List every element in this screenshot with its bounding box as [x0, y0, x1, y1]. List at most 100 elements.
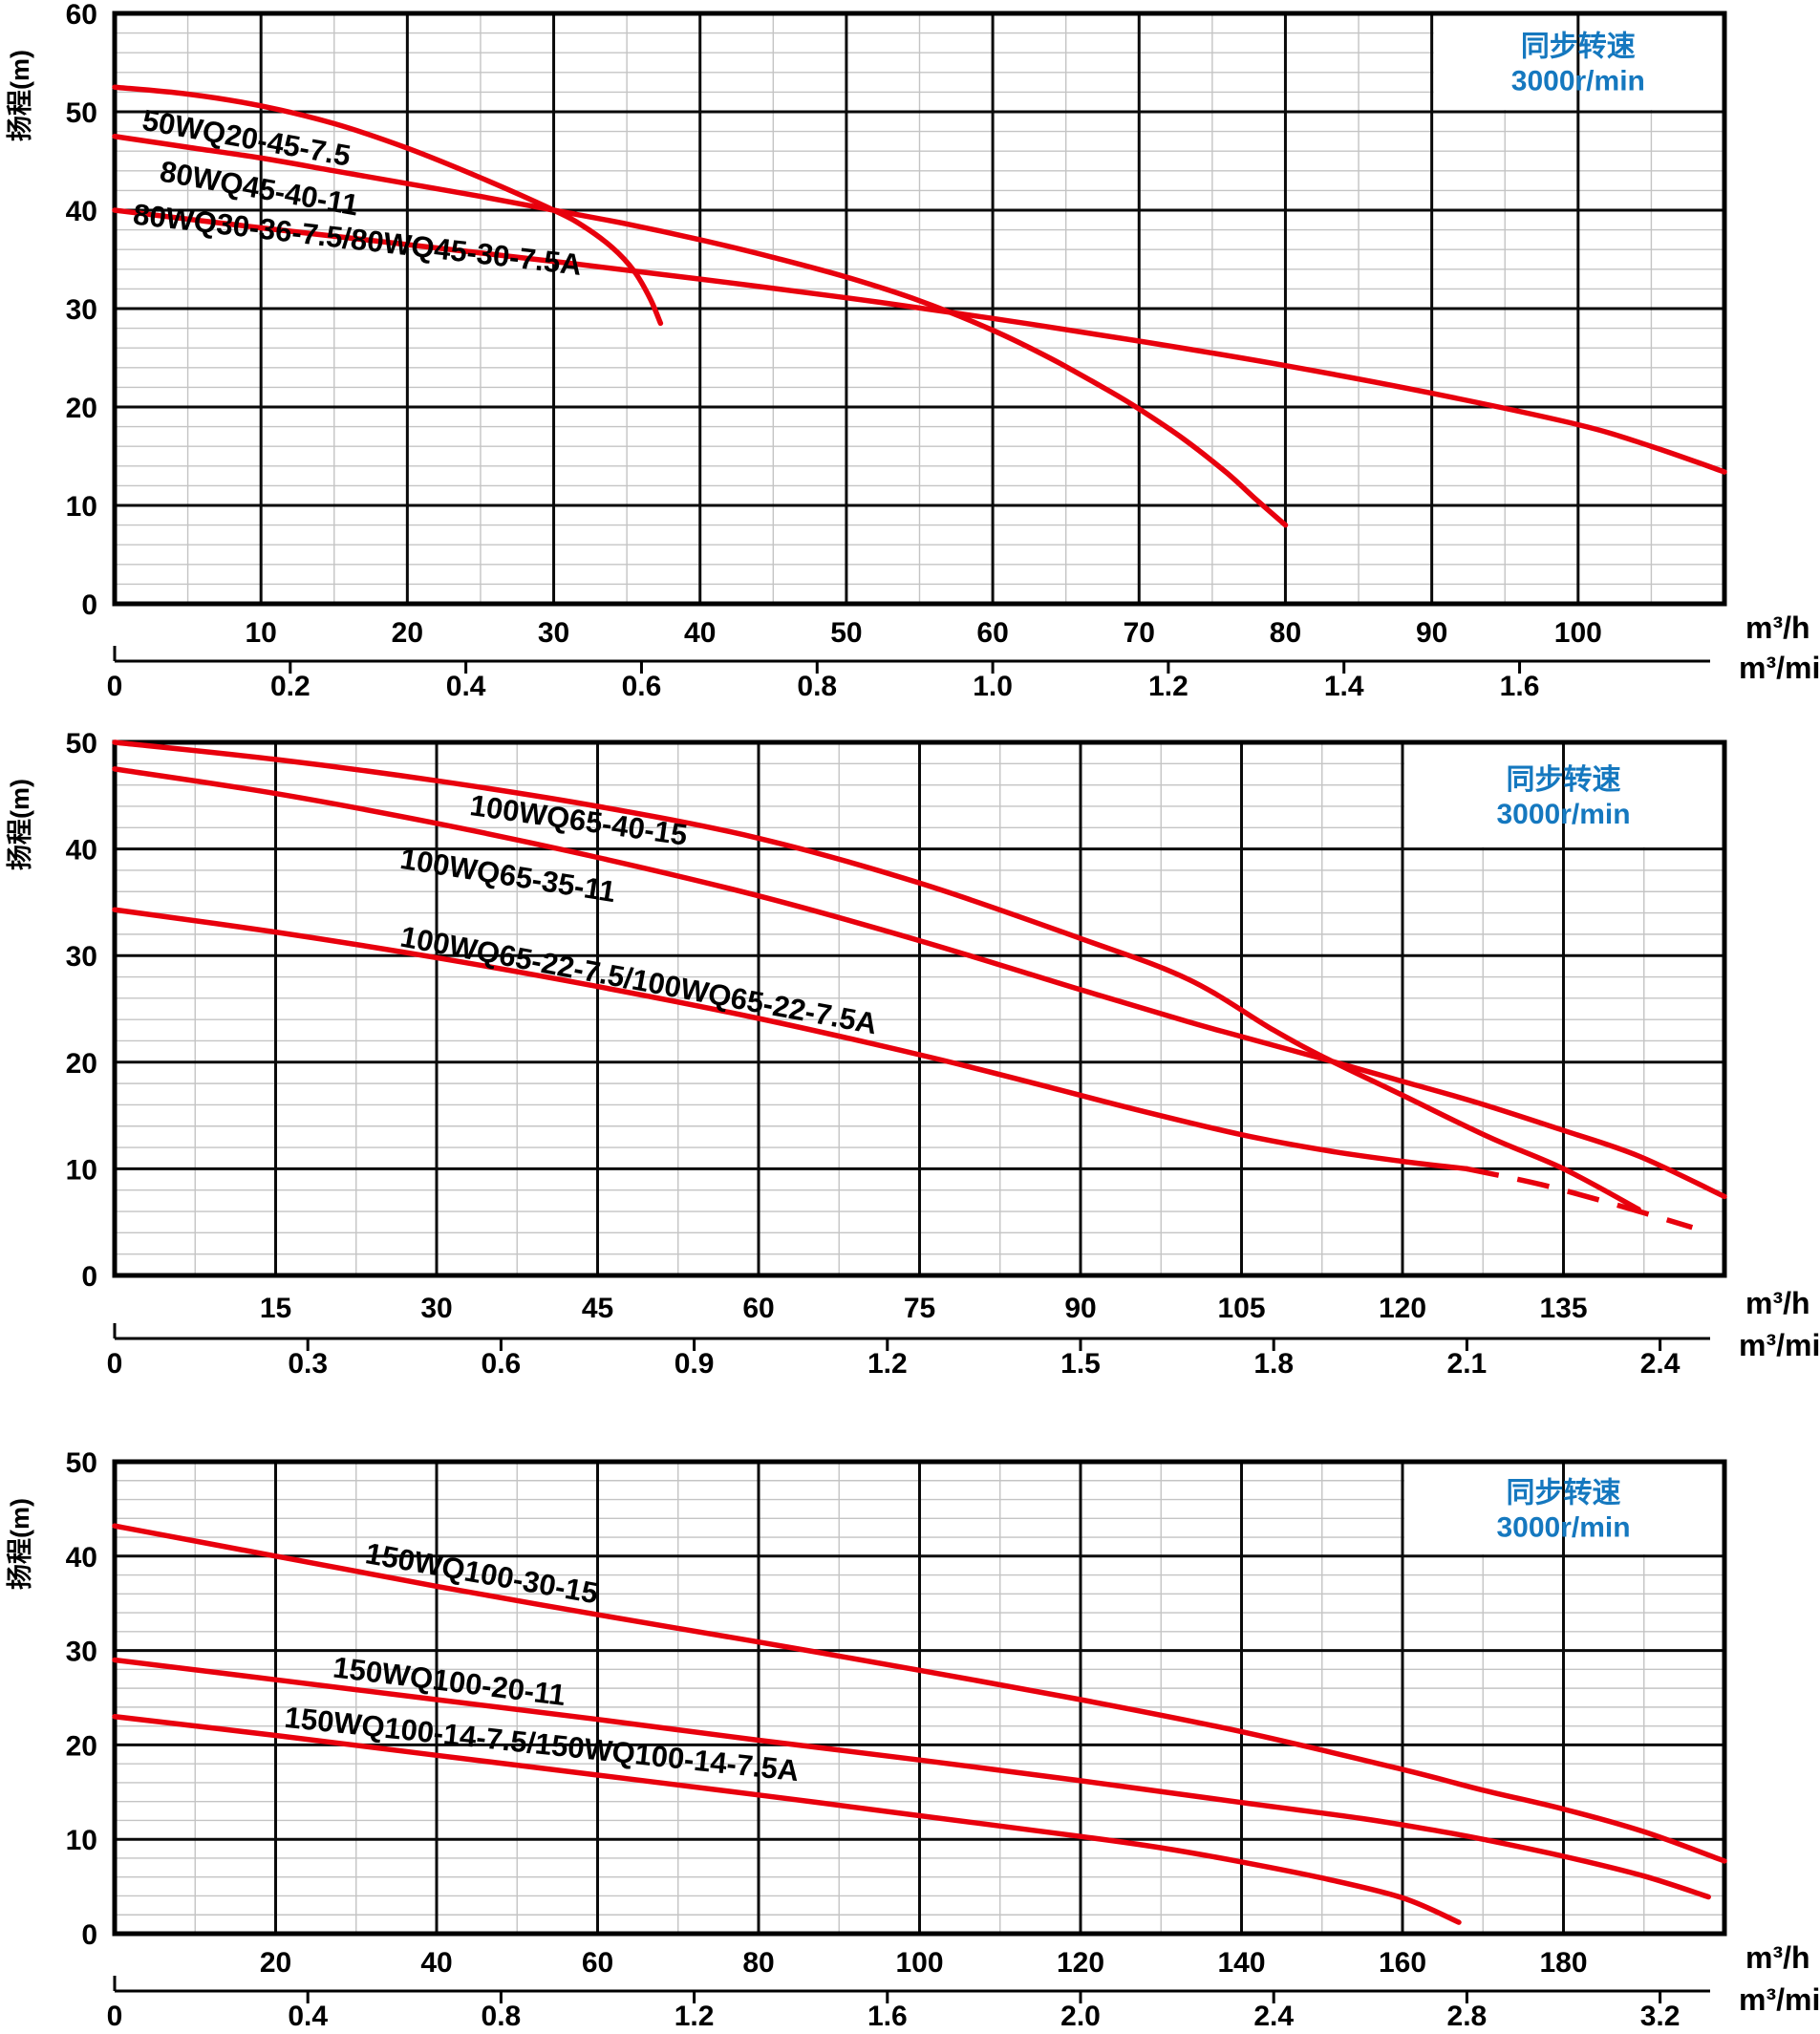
chart-section-1: 同步转速 3000r/min 50WQ20-45-7.5 80WQ45-40-11 80…: [0, 0, 1820, 712]
grid-major: [115, 1462, 1724, 1934]
flow-scale-label: 0.6: [622, 671, 662, 702]
unit-label-m3h: m³/h: [1745, 1940, 1810, 1975]
chart-background: [0, 0, 1820, 712]
x-tick-label: 60: [976, 617, 1008, 649]
y-tick-label: 30: [66, 294, 97, 326]
annotation-line2: 3000r/min: [1496, 799, 1630, 830]
flow-scale-label: 0.2: [270, 671, 310, 702]
curve-150WQ100-30-15: [112, 1523, 1727, 1864]
annotation-line1: 同步转速: [1521, 32, 1636, 63]
pump-curve-chart-3: 同步转速3000r/min150WQ100-30-15150WQ100-20-1…: [0, 1395, 1820, 2034]
x-tick-label: 100: [895, 1947, 943, 1979]
x-tick-label: 75: [904, 1293, 935, 1324]
x-tick-label: 20: [260, 1947, 291, 1979]
x-tick-label: 40: [684, 617, 716, 649]
y-tick-label: 20: [66, 1048, 97, 1080]
curve-80WQ45-40-11: [112, 134, 1289, 528]
flow-scale-label: 1.6: [867, 2001, 908, 2032]
flow-scale-m3min: [113, 1976, 1710, 2003]
annotation-line1: 同步转速: [1507, 764, 1621, 796]
flow-scale-m3min: [113, 1323, 1710, 1351]
flow-scale-label: 0: [107, 671, 123, 702]
x-tick-label: 90: [1416, 617, 1447, 649]
unit-label-m3min: m³/min: [1739, 1328, 1820, 1362]
curve-100WQ65-40-15: [112, 739, 1641, 1212]
flow-scale-label: 0.3: [288, 1348, 328, 1380]
x-tick-label: 15: [260, 1293, 291, 1324]
y-tick-label: 20: [66, 393, 97, 424]
y-tick-label: 10: [66, 491, 97, 523]
chart-section-2: 同步转速 3000r/min 100WQ65-40-15 100WQ65-35-11 1…: [0, 712, 1820, 1395]
y-tick-label: 10: [66, 1154, 97, 1186]
flow-scale-label: 1.6: [1500, 671, 1540, 702]
y-tick-label: 50: [66, 1447, 97, 1479]
pump-curve-chart-1: 同步转速3000r/min50WQ20-45-7.580WQ45-40-1180…: [0, 0, 1820, 712]
flow-scale-label: 2.1: [1447, 1348, 1488, 1380]
unit-label-m3h: m³/h: [1745, 610, 1810, 645]
y-tick-label: 10: [66, 1825, 97, 1856]
flow-scale-label: 2.0: [1060, 2001, 1101, 2032]
annotation-line2: 3000r/min: [1496, 1511, 1630, 1543]
x-tick-label: 45: [582, 1293, 613, 1324]
chart-section-3: 同步转速 3000r/min 150WQ100-30-15 150WQ100-20-1…: [0, 1395, 1820, 2034]
flow-scale-label: 1.2: [674, 2001, 715, 2032]
x-tick-label: 20: [392, 617, 423, 649]
curve-150WQ100-20-11: [112, 1657, 1711, 1900]
y-tick-label: 0: [81, 1261, 97, 1293]
flow-scale-label: 3.2: [1640, 2001, 1681, 2032]
x-tick-label: 135: [1539, 1293, 1587, 1324]
y-tick-label: 30: [66, 941, 97, 973]
x-tick-label: 120: [1057, 1947, 1104, 1979]
y-axis-title: 扬程(m): [6, 50, 34, 141]
plot-border: [112, 11, 1727, 607]
y-axis-title: 扬程(m): [6, 779, 34, 870]
y-axis-title: 扬程(m): [6, 1498, 34, 1590]
annotation-line2: 3000r/min: [1511, 66, 1645, 97]
x-tick-label: 180: [1539, 1947, 1587, 1979]
flow-scale-label: 2.4: [1640, 1348, 1681, 1380]
flow-scale-label: 1.2: [867, 1348, 908, 1380]
x-tick-label: 80: [1270, 617, 1301, 649]
flow-scale-label: 2.8: [1447, 2001, 1488, 2032]
flow-scale-label: 0: [107, 2001, 123, 2032]
x-tick-label: 140: [1217, 1947, 1265, 1979]
x-tick-label: 40: [420, 1947, 452, 1979]
flow-scale-label: 0.8: [482, 2001, 522, 2032]
curve-100WQ65-35-11: [112, 766, 1727, 1200]
flow-scale-label: 1.8: [1253, 1348, 1294, 1380]
x-tick-label: 30: [538, 617, 569, 649]
x-tick-label: 80: [742, 1947, 774, 1979]
x-tick-label: 120: [1379, 1293, 1426, 1324]
flow-scale-label: 1.2: [1148, 671, 1188, 702]
y-tick-label: 50: [66, 728, 97, 760]
curve-100WQ65-22-7.5/100WQ65-22-7.5A: [112, 907, 1470, 1172]
x-tick-label: 160: [1379, 1947, 1426, 1979]
x-tick-label: 100: [1554, 617, 1602, 649]
flow-scale-label: 2.4: [1253, 2001, 1294, 2032]
flow-scale-m3min: [113, 646, 1710, 674]
x-tick-label: 60: [742, 1293, 774, 1324]
y-tick-label: 0: [81, 1919, 97, 1951]
flow-scale-label: 0.9: [674, 1348, 715, 1380]
curve-dashed-100WQ65-22-7.5/100WQ65-22-7.5A: [1466, 1166, 1694, 1231]
y-tick-label: 40: [66, 196, 97, 227]
flow-scale-label: 0.4: [446, 671, 486, 702]
curve-80WQ30-36-7.5/80WQ45-30-7.5A: [112, 207, 1727, 475]
unit-label-m3h: m³/h: [1745, 1286, 1810, 1320]
flow-scale-label: 1.5: [1060, 1348, 1101, 1380]
curve-150WQ100-14-7.5/150WQ100-14-7.5A: [112, 1714, 1462, 1925]
plot-border: [112, 1459, 1727, 1937]
x-tick-label: 10: [245, 617, 276, 649]
x-tick-label: 90: [1064, 1293, 1096, 1324]
y-tick-label: 50: [66, 97, 97, 129]
flow-scale-label: 0.8: [797, 671, 837, 702]
y-tick-label: 60: [66, 0, 97, 31]
x-tick-label: 50: [830, 617, 862, 649]
flow-scale-label: 0.6: [482, 1348, 522, 1380]
x-tick-label: 105: [1217, 1293, 1265, 1324]
y-tick-label: 0: [81, 589, 97, 621]
unit-label-m3min: m³/min: [1739, 1982, 1820, 2017]
x-tick-label: 60: [582, 1947, 613, 1979]
pump-curve-chart-2: 同步转速3000r/min100WQ65-40-15100WQ65-35-111…: [0, 712, 1820, 1395]
